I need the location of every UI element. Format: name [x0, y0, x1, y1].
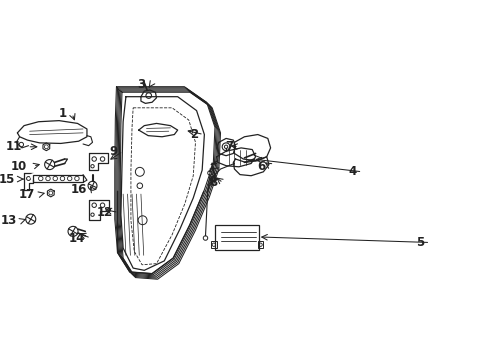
Text: 13: 13 — [1, 214, 17, 227]
Text: 12: 12 — [97, 206, 113, 219]
Bar — [211, 242, 217, 248]
Text: 17: 17 — [19, 188, 35, 201]
Text: 1: 1 — [58, 107, 66, 120]
Text: 8: 8 — [210, 176, 218, 189]
Text: 11: 11 — [5, 140, 22, 153]
Text: 10: 10 — [11, 160, 27, 173]
Text: 15: 15 — [0, 172, 15, 185]
Text: 7: 7 — [225, 140, 233, 153]
Bar — [33, 175, 83, 183]
Text: 9: 9 — [109, 145, 118, 158]
Text: 2: 2 — [190, 128, 198, 141]
Text: 16: 16 — [71, 183, 87, 196]
Bar — [215, 225, 260, 250]
Text: 5: 5 — [416, 236, 425, 249]
Text: 3: 3 — [137, 78, 146, 91]
Bar — [258, 242, 263, 248]
Text: 4: 4 — [348, 165, 357, 178]
Text: 6: 6 — [257, 160, 265, 173]
Text: 14: 14 — [69, 231, 85, 244]
